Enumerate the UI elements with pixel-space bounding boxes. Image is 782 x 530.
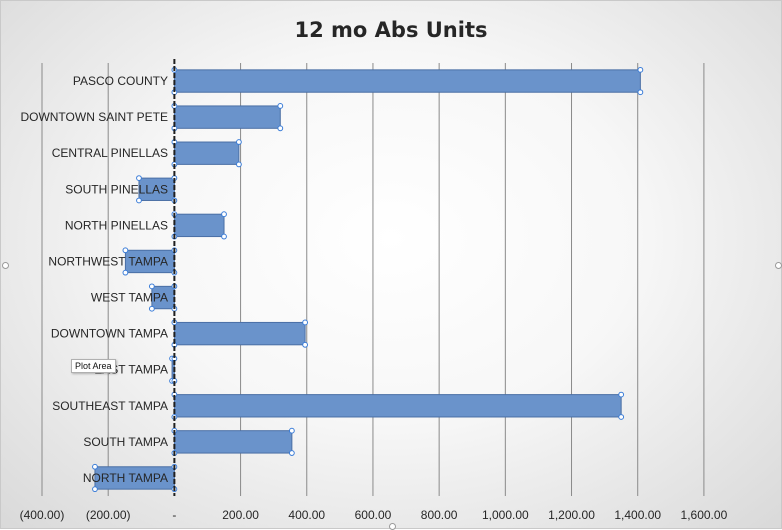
selection-handle[interactable] xyxy=(92,463,98,470)
selection-handle[interactable] xyxy=(122,247,129,254)
selection-handle[interactable] xyxy=(288,450,295,456)
selection-handle[interactable] xyxy=(618,414,625,420)
selection-handle[interactable] xyxy=(236,161,242,168)
tick-label: 1,400.00 xyxy=(614,508,661,522)
bar[interactable] xyxy=(173,141,240,165)
tick-label: 600.00 xyxy=(355,508,392,522)
bar[interactable] xyxy=(173,213,225,238)
chart-title[interactable]: 12 mo Abs Units xyxy=(295,18,488,42)
category-label: SOUTH PINELLAS xyxy=(65,182,168,196)
selection-handle[interactable] xyxy=(288,427,295,434)
selection-handle[interactable] xyxy=(618,391,625,398)
bars[interactable] xyxy=(92,66,644,493)
category-label: NORTH TAMPA xyxy=(83,471,168,485)
tick-label: 1,000.00 xyxy=(482,508,529,522)
selection-handle[interactable] xyxy=(277,125,284,132)
selection-handle[interactable] xyxy=(637,89,644,96)
bar[interactable] xyxy=(173,430,293,454)
tick-label: - xyxy=(172,508,176,522)
selection-handle[interactable] xyxy=(302,341,309,348)
selection-handle[interactable] xyxy=(236,139,242,145)
category-label: DOWNTOWN TAMPA xyxy=(51,327,168,341)
bar[interactable] xyxy=(173,321,306,346)
selection-handle[interactable] xyxy=(92,486,98,493)
category-label: NORTH PINELLAS xyxy=(65,218,168,232)
selection-handle[interactable] xyxy=(221,211,227,218)
tick-label: 1,600.00 xyxy=(681,508,728,522)
tick-label: 200.00 xyxy=(222,508,259,522)
bar[interactable] xyxy=(124,249,175,274)
category-label: CENTRAL PINELLAS xyxy=(52,146,168,160)
resize-handle-left[interactable] xyxy=(2,262,9,269)
category-label: SOUTH TAMPA xyxy=(83,435,168,449)
bar[interactable] xyxy=(173,105,281,129)
selection-handle[interactable] xyxy=(277,103,284,109)
bar[interactable] xyxy=(173,69,641,93)
selection-handle[interactable] xyxy=(148,305,155,312)
selection-handle[interactable] xyxy=(136,175,142,182)
selection-handle[interactable] xyxy=(136,197,142,204)
tick-label: 400.00 xyxy=(288,508,325,522)
tick-label: 800.00 xyxy=(421,508,458,522)
selection-handle[interactable] xyxy=(221,233,227,240)
bar[interactable] xyxy=(94,466,175,490)
value-axis-tick-labels[interactable]: (400.00) (200.00) - 200.00 400.00 600.00 800.0… xyxy=(20,508,728,522)
tick-label: (200.00) xyxy=(86,508,131,522)
selection-handle[interactable] xyxy=(302,319,309,326)
plot-area-tooltip: Plot Area xyxy=(71,359,116,373)
bar[interactable] xyxy=(173,394,622,418)
selection-handle[interactable] xyxy=(148,283,155,290)
tick-label: (400.00) xyxy=(20,508,65,522)
category-label: DOWNTOWN SAINT PETE xyxy=(20,110,168,124)
gridlines xyxy=(41,63,705,496)
category-label: WEST TAMPA xyxy=(91,291,168,305)
category-axis-labels[interactable]: PASCO COUNTY DOWNTOWN SAINT PETE CENTRAL P… xyxy=(20,74,168,485)
category-label: PASCO COUNTY xyxy=(73,74,168,88)
category-label: SOUTHEAST TAMPA xyxy=(52,399,168,413)
tick-label: 1,200.00 xyxy=(548,508,595,522)
selection-handle[interactable] xyxy=(122,269,129,276)
category-label: NORTHWEST TAMPA xyxy=(48,254,168,268)
resize-handle-right[interactable] xyxy=(775,262,782,269)
selection-handle[interactable] xyxy=(637,66,644,73)
